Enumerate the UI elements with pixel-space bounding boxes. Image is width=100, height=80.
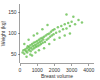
svg-text:100: 100 [8, 30, 17, 36]
svg-text:0: 0 [19, 67, 22, 73]
svg-text:150: 150 [8, 9, 17, 15]
svg-text:4000: 4000 [83, 67, 94, 73]
svg-text:Weight (kg): Weight (kg) [0, 20, 6, 46]
svg-text:3000: 3000 [66, 67, 77, 73]
svg-text:2000: 2000 [49, 67, 60, 73]
svg-text:Breast volume: Breast volume [41, 73, 73, 79]
svg-text:50: 50 [11, 51, 17, 57]
svg-text:1000: 1000 [32, 67, 43, 73]
